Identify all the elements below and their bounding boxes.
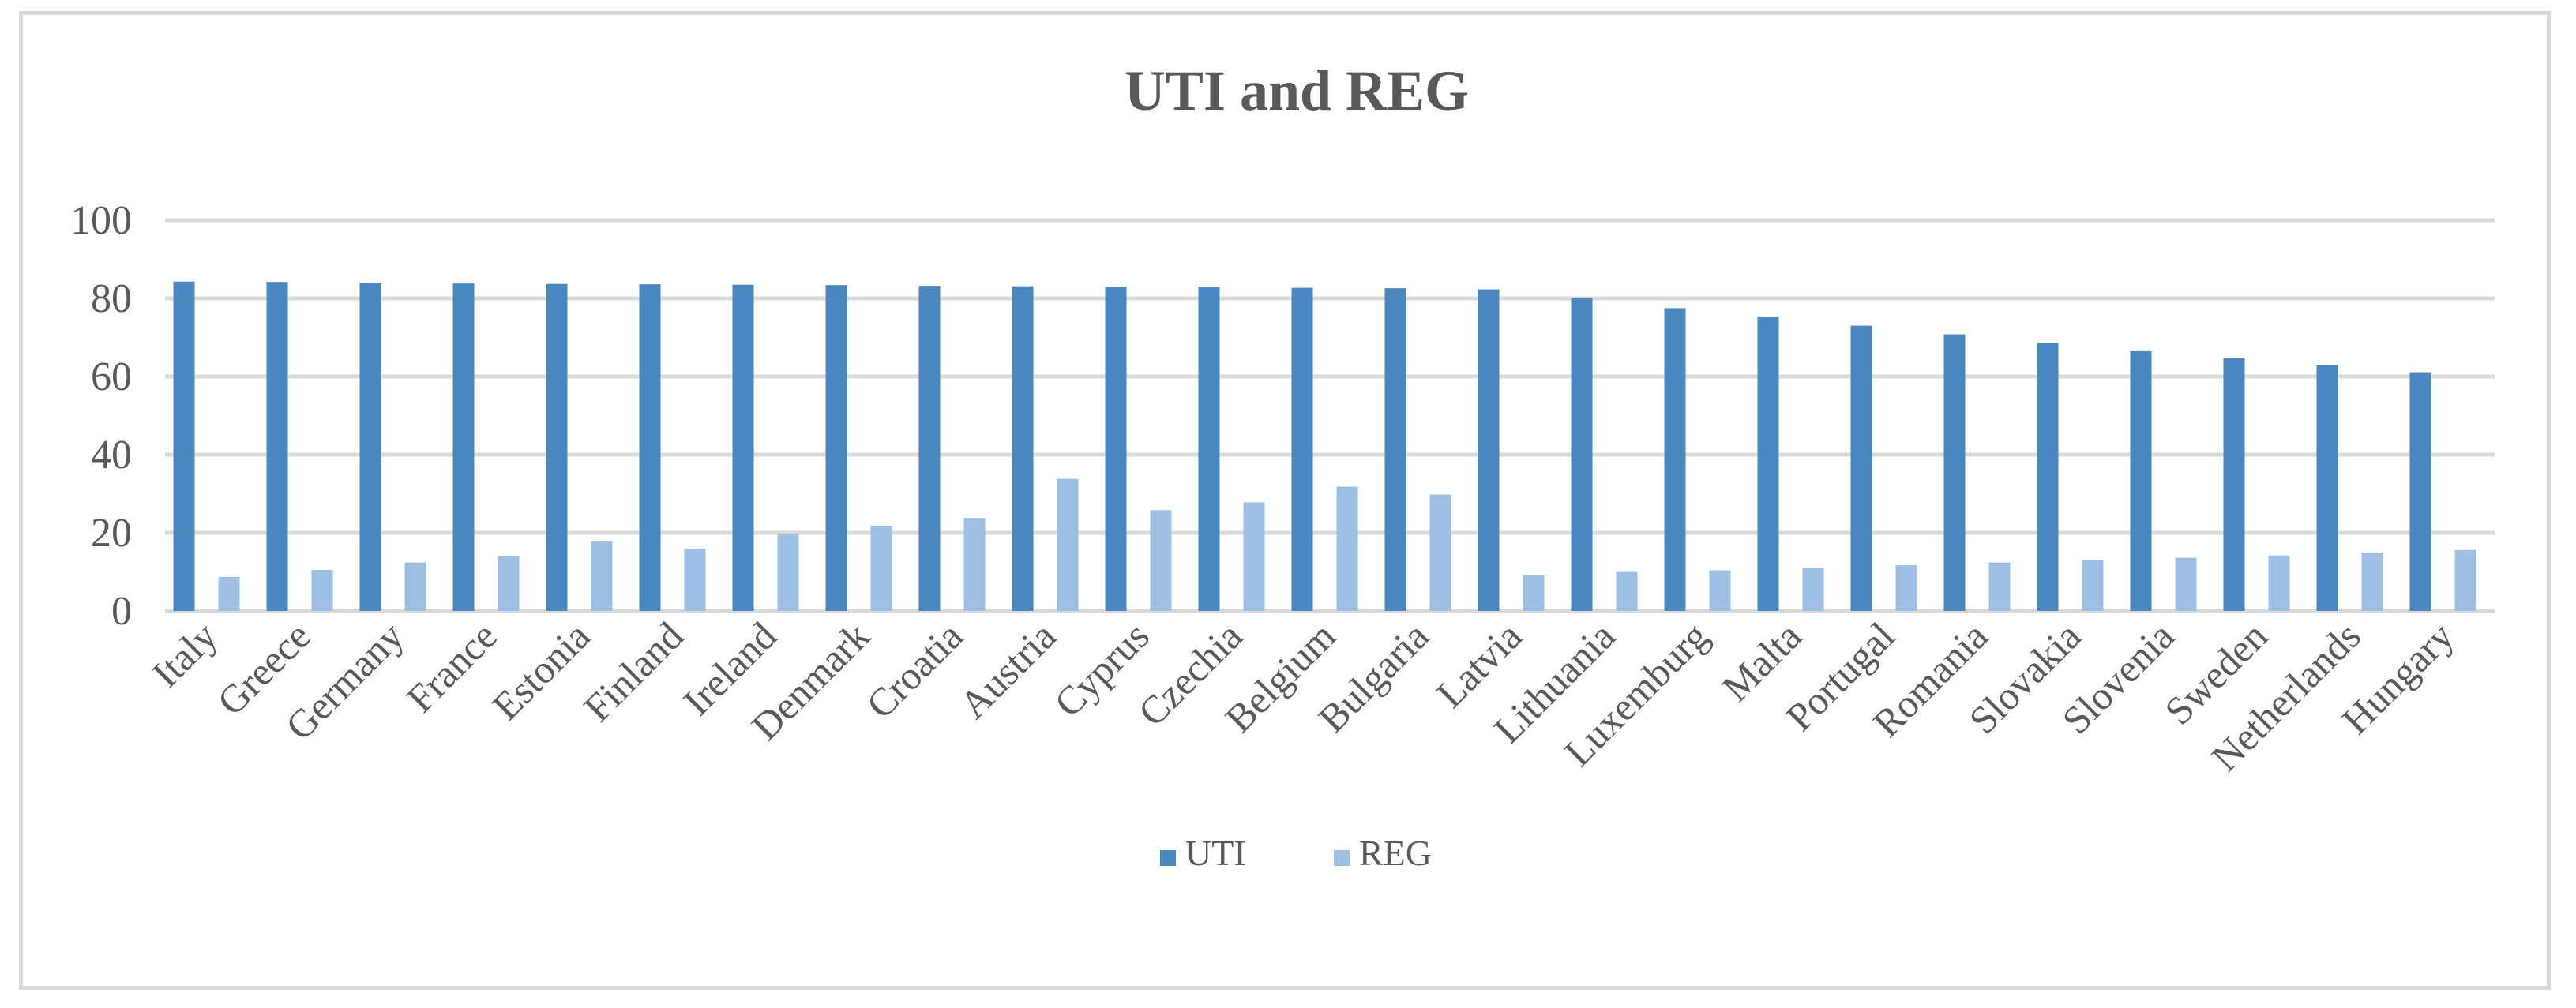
x-tick-label: Finland — [575, 613, 692, 730]
bar-reg-ireland — [777, 533, 799, 611]
bar-uti-cyprus — [1105, 287, 1127, 611]
bar-reg-italy — [218, 576, 240, 611]
bar-reg-austria — [1057, 478, 1079, 611]
bar-uti-france — [452, 283, 475, 611]
bar-reg-denmark — [870, 526, 892, 611]
y-tick-label: 100 — [70, 198, 132, 243]
bar-uti-sweden — [2223, 358, 2245, 611]
bar-reg-estonia — [591, 541, 613, 611]
y-tick-label: 0 — [111, 589, 132, 634]
chart-svg: UTI and REG 0 20 40 60 80 100 ItalyGreeceGerm… — [70, 59, 2495, 873]
bar-uti-italy — [173, 281, 195, 611]
bar-reg-portugal — [1895, 565, 1917, 611]
bar-uti-romania — [1943, 334, 1966, 611]
bar-reg-germany — [404, 562, 426, 611]
x-tick-label: Italy — [143, 613, 225, 695]
bar-reg-malta — [1802, 568, 1824, 611]
y-tick-label: 60 — [91, 354, 132, 399]
bar-reg-latvia — [1523, 575, 1545, 611]
y-tick-label: 80 — [91, 276, 132, 321]
bar-reg-cyprus — [1150, 510, 1172, 611]
bar-uti-estonia — [546, 283, 568, 611]
bar-reg-czechia — [1243, 502, 1265, 611]
bar-uti-slovenia — [2130, 350, 2152, 611]
legend-label-uti: UTI — [1185, 833, 1246, 873]
bar-reg-finland — [684, 549, 706, 611]
x-tick-label: Estonia — [483, 613, 599, 729]
bar-uti-hungary — [2409, 372, 2431, 611]
bar-uti-finland — [639, 284, 661, 611]
bar-uti-denmark — [825, 285, 847, 611]
bar-reg-netherlands — [2361, 553, 2383, 611]
bar-uti-czechia — [1198, 287, 1220, 611]
bar-uti-malta — [1757, 317, 1779, 611]
bar-uti-belgium — [1291, 287, 1313, 611]
x-axis-ticks: ItalyGreeceGermanyFranceEstoniaFinlandIr… — [143, 613, 2461, 779]
legend-swatch-reg — [1334, 850, 1350, 866]
bar-uti-netherlands — [2316, 365, 2338, 611]
bar-reg-belgium — [1336, 486, 1358, 611]
bar-reg-bulgaria — [1429, 494, 1451, 611]
bar-uti-slovakia — [2037, 343, 2059, 611]
bar-reg-romania — [1988, 562, 2011, 611]
bar-uti-austria — [1012, 286, 1034, 611]
y-tick-label: 40 — [91, 433, 132, 478]
bar-reg-slovakia — [2082, 560, 2104, 611]
bar-reg-lithuania — [1616, 571, 1638, 611]
bar-uti-lithuania — [1571, 298, 1593, 611]
x-tick-label: France — [398, 613, 505, 721]
bar-reg-france — [498, 556, 520, 611]
bar-uti-latvia — [1478, 289, 1500, 611]
bar-uti-luxemburg — [1664, 308, 1686, 611]
bar-uti-bulgaria — [1384, 288, 1406, 611]
y-axis-ticks: 0 20 40 60 80 100 — [70, 198, 132, 634]
bar-uti-greece — [266, 282, 288, 611]
legend-swatch-uti — [1160, 850, 1176, 866]
bar-layer — [173, 281, 2476, 611]
bar-reg-slovenia — [2175, 557, 2197, 611]
x-tick-label: Croatia — [858, 613, 971, 727]
bar-reg-hungary — [2454, 549, 2476, 611]
legend: UTI REG — [1160, 833, 1432, 873]
x-tick-label: Austria — [951, 613, 1065, 727]
bar-uti-ireland — [732, 284, 754, 611]
bar-reg-sweden — [2268, 555, 2290, 611]
bar-uti-croatia — [918, 286, 941, 611]
bar-uti-portugal — [1850, 325, 1872, 611]
bar-reg-greece — [311, 570, 333, 611]
y-tick-label: 20 — [91, 511, 132, 556]
bar-uti-germany — [359, 283, 381, 611]
bar-reg-luxemburg — [1709, 570, 1731, 611]
bar-reg-croatia — [963, 518, 986, 611]
chart-title: UTI and REG — [1125, 59, 1469, 122]
chart-frame: UTI and REG 0 20 40 60 80 100 Italy Greece Germ… — [19, 11, 2551, 990]
legend-label-reg: REG — [1359, 833, 1432, 873]
